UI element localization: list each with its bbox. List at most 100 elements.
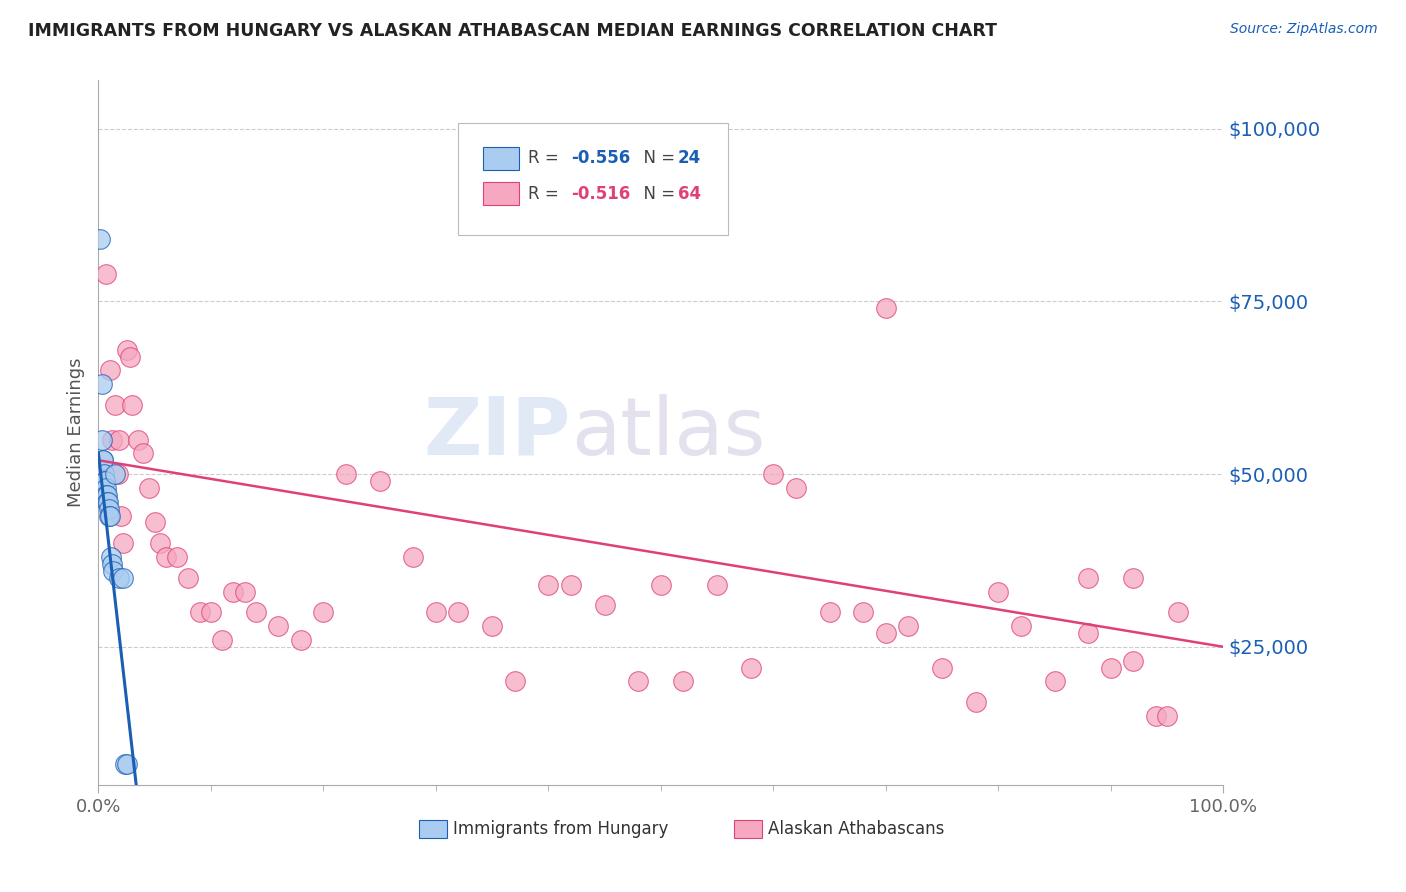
Point <box>97 508 120 523</box>
Point <box>114 757 136 772</box>
Point <box>335 467 357 481</box>
Y-axis label: Median Earnings: Median Earnings <box>66 358 84 508</box>
Point <box>89 232 111 246</box>
Point <box>987 584 1010 599</box>
Point <box>852 605 875 619</box>
Point <box>96 488 118 502</box>
Point <box>537 577 560 591</box>
Point <box>211 632 233 647</box>
Point <box>447 605 470 619</box>
Point <box>560 577 582 591</box>
Point <box>96 488 118 502</box>
Point <box>312 605 335 619</box>
Point <box>104 467 127 481</box>
Point <box>94 481 117 495</box>
Point <box>593 599 616 613</box>
Point <box>97 501 120 516</box>
Point <box>706 577 728 591</box>
Point <box>1043 674 1066 689</box>
Point <box>155 549 177 564</box>
Point <box>425 605 447 619</box>
Text: R =: R = <box>529 185 564 202</box>
Point <box>98 363 121 377</box>
Point <box>138 481 160 495</box>
FancyBboxPatch shape <box>484 147 519 169</box>
Point <box>1144 709 1167 723</box>
Point <box>762 467 785 481</box>
Point <box>149 536 172 550</box>
Point <box>110 508 132 523</box>
Point <box>1099 660 1122 674</box>
Point <box>104 398 127 412</box>
Point <box>101 564 124 578</box>
Point <box>115 343 138 357</box>
Point <box>107 433 129 447</box>
Point <box>267 619 290 633</box>
Point <box>1010 619 1032 633</box>
FancyBboxPatch shape <box>458 122 728 235</box>
Text: N =: N = <box>633 185 681 202</box>
Point <box>503 674 526 689</box>
Text: R =: R = <box>529 150 564 168</box>
Point <box>222 584 245 599</box>
Text: -0.556: -0.556 <box>571 150 630 168</box>
Point <box>96 494 118 508</box>
Point <box>1122 654 1144 668</box>
Text: IMMIGRANTS FROM HUNGARY VS ALASKAN ATHABASCAN MEDIAN EARNINGS CORRELATION CHART: IMMIGRANTS FROM HUNGARY VS ALASKAN ATHAB… <box>28 22 997 40</box>
Text: ZIP: ZIP <box>423 393 571 472</box>
Point <box>818 605 841 619</box>
Point <box>107 571 129 585</box>
Point <box>1122 571 1144 585</box>
Text: Alaskan Athabascans: Alaskan Athabascans <box>768 820 943 838</box>
Point <box>127 433 149 447</box>
FancyBboxPatch shape <box>734 821 762 838</box>
Point <box>740 660 762 674</box>
FancyBboxPatch shape <box>419 821 447 838</box>
Point <box>402 549 425 564</box>
Point <box>245 605 267 619</box>
Point <box>672 674 695 689</box>
Point <box>177 571 200 585</box>
Text: 24: 24 <box>678 150 702 168</box>
Point <box>112 536 135 550</box>
Point <box>785 481 807 495</box>
Point <box>1167 605 1189 619</box>
Point <box>100 549 122 564</box>
Point <box>101 557 124 571</box>
Text: atlas: atlas <box>571 393 765 472</box>
Point <box>90 377 112 392</box>
Point <box>93 467 115 481</box>
Point <box>897 619 920 633</box>
FancyBboxPatch shape <box>484 183 519 205</box>
Text: Immigrants from Hungary: Immigrants from Hungary <box>453 820 668 838</box>
Point <box>112 571 135 585</box>
Text: 64: 64 <box>678 185 700 202</box>
Point <box>188 605 211 619</box>
Point <box>93 474 115 488</box>
Point <box>1077 571 1099 585</box>
Point <box>875 301 897 316</box>
Point <box>96 267 118 281</box>
Point <box>91 453 114 467</box>
Point <box>875 626 897 640</box>
Point <box>931 660 953 674</box>
Point <box>132 446 155 460</box>
Point <box>200 605 222 619</box>
Point <box>121 398 143 412</box>
Text: N =: N = <box>633 150 681 168</box>
Point <box>627 674 650 689</box>
Point <box>233 584 256 599</box>
Point <box>91 433 114 447</box>
Text: -0.516: -0.516 <box>571 185 630 202</box>
Point <box>98 508 121 523</box>
Point <box>166 549 188 564</box>
Point <box>143 516 166 530</box>
Point <box>368 474 391 488</box>
Text: Source: ZipAtlas.com: Source: ZipAtlas.com <box>1230 22 1378 37</box>
Point <box>1077 626 1099 640</box>
Point <box>650 577 672 591</box>
Point <box>93 453 115 467</box>
Point <box>101 433 124 447</box>
Point <box>97 494 120 508</box>
Point <box>290 632 312 647</box>
